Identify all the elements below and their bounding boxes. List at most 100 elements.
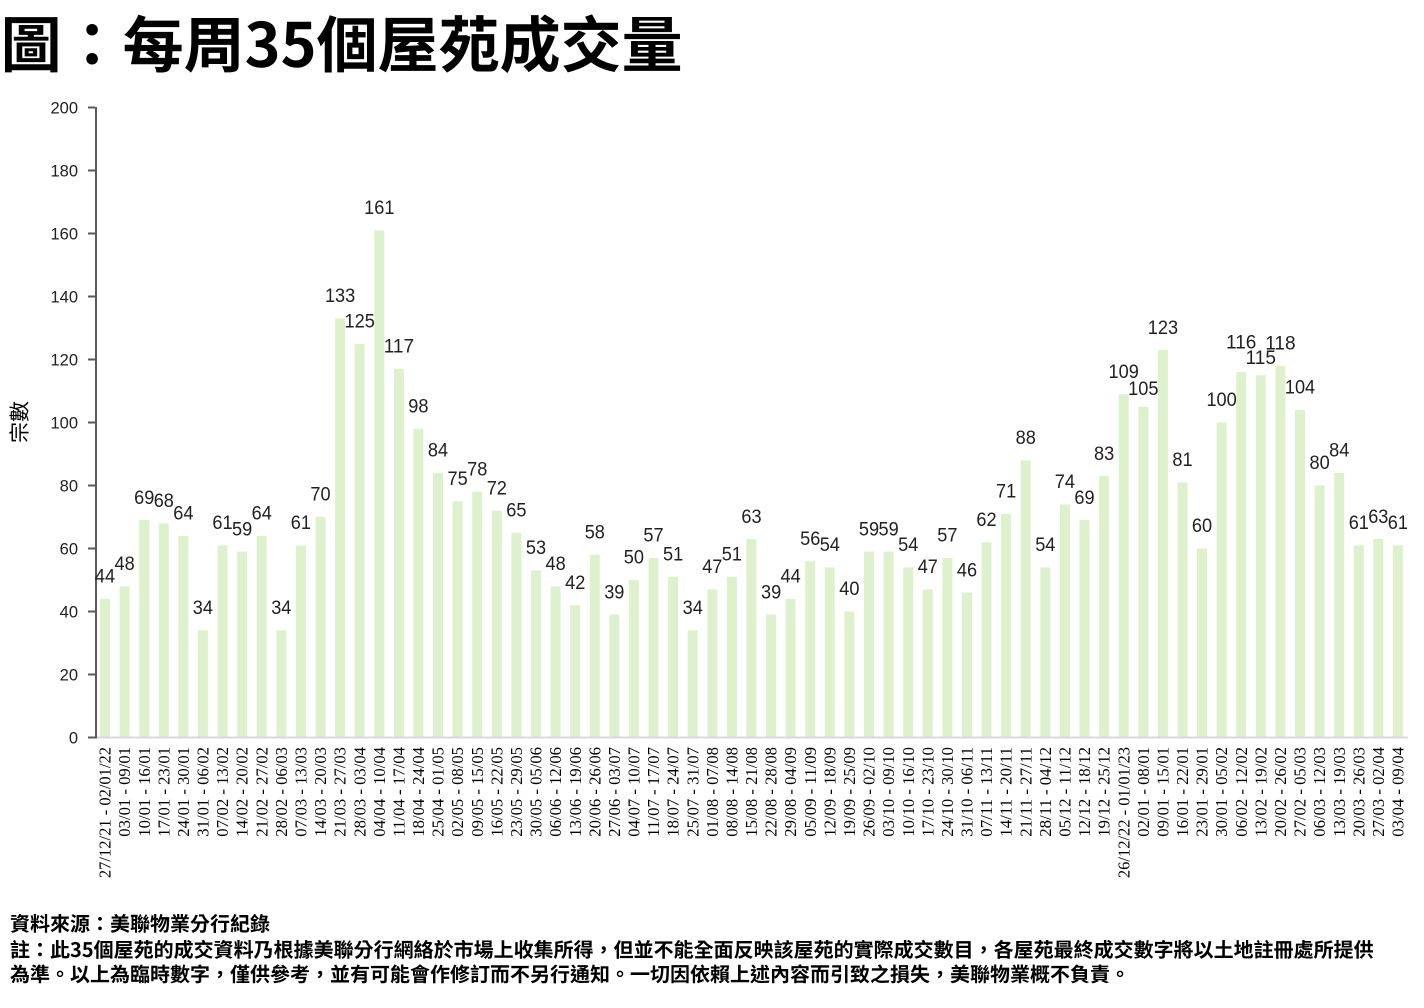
svg-text:61: 61 — [1388, 512, 1408, 534]
svg-text:09/05 - 15/05: 09/05 - 15/05 — [468, 747, 487, 837]
svg-text:18/07 - 24/07: 18/07 - 24/07 — [664, 747, 683, 837]
svg-text:10/01 - 16/01: 10/01 - 16/01 — [135, 747, 154, 837]
svg-text:40: 40 — [60, 604, 78, 622]
svg-text:75: 75 — [448, 468, 468, 490]
svg-text:06/02 - 12/02: 06/02 - 12/02 — [1232, 747, 1251, 837]
svg-text:161: 161 — [364, 197, 394, 219]
svg-text:24/01 - 30/01: 24/01 - 30/01 — [174, 747, 193, 837]
svg-text:72: 72 — [487, 477, 507, 499]
svg-text:34: 34 — [193, 597, 213, 619]
svg-text:12/12 - 18/12: 12/12 - 18/12 — [1075, 747, 1094, 837]
svg-text:01/08 - 07/08: 01/08 - 07/08 — [703, 747, 722, 837]
svg-text:44: 44 — [781, 566, 801, 588]
svg-text:51: 51 — [722, 544, 742, 566]
svg-text:48: 48 — [546, 553, 566, 575]
svg-text:57: 57 — [643, 525, 663, 547]
svg-text:18/04 - 24/04: 18/04 - 24/04 — [409, 747, 428, 837]
svg-text:27/03 - 02/04: 27/03 - 02/04 — [1369, 747, 1388, 837]
svg-text:74: 74 — [1055, 471, 1075, 493]
svg-text:140: 140 — [50, 289, 78, 307]
svg-text:26/12/22 - 01/01/23: 26/12/22 - 01/01/23 — [1114, 747, 1133, 878]
svg-text:21/02 - 27/02: 21/02 - 27/02 — [252, 747, 271, 837]
svg-text:07/02 - 13/02: 07/02 - 13/02 — [213, 747, 232, 837]
svg-text:14/02 - 20/02: 14/02 - 20/02 — [233, 747, 252, 837]
svg-text:57: 57 — [937, 525, 957, 547]
svg-text:105: 105 — [1128, 378, 1158, 400]
svg-text:39: 39 — [604, 581, 624, 603]
svg-text:61: 61 — [1349, 512, 1369, 534]
svg-text:68: 68 — [154, 490, 174, 512]
svg-text:48: 48 — [115, 553, 135, 575]
svg-text:83: 83 — [1094, 443, 1114, 465]
svg-text:118: 118 — [1265, 333, 1295, 355]
svg-text:23/01 - 29/01: 23/01 - 29/01 — [1193, 747, 1212, 837]
svg-text:109: 109 — [1109, 361, 1139, 383]
svg-text:133: 133 — [325, 285, 355, 307]
svg-text:28/02 - 06/03: 28/02 - 06/03 — [272, 747, 291, 837]
svg-text:64: 64 — [173, 503, 193, 525]
svg-text:54: 54 — [820, 534, 840, 556]
svg-text:46: 46 — [957, 559, 977, 581]
svg-text:19/12 - 25/12: 19/12 - 25/12 — [1095, 747, 1114, 837]
svg-text:08/08 - 14/08: 08/08 - 14/08 — [723, 747, 742, 837]
svg-text:20/03 - 26/03: 20/03 - 26/03 — [1349, 747, 1368, 837]
svg-text:22/08 - 28/08: 22/08 - 28/08 — [762, 747, 781, 837]
svg-text:50: 50 — [624, 547, 644, 569]
svg-text:06/06 - 12/06: 06/06 - 12/06 — [546, 747, 565, 837]
svg-text:69: 69 — [134, 487, 154, 509]
svg-text:100: 100 — [50, 415, 78, 433]
svg-text:104: 104 — [1285, 377, 1315, 399]
svg-text:03/10 - 09/10: 03/10 - 09/10 — [879, 747, 898, 837]
svg-text:80: 80 — [60, 478, 78, 496]
svg-text:03/01 - 09/01: 03/01 - 09/01 — [115, 747, 134, 837]
svg-text:78: 78 — [467, 459, 487, 481]
svg-text:65: 65 — [506, 500, 526, 522]
svg-text:21/03 - 27/03: 21/03 - 27/03 — [331, 747, 350, 837]
svg-text:200: 200 — [50, 100, 78, 118]
svg-text:56: 56 — [800, 528, 820, 550]
svg-text:54: 54 — [1035, 534, 1055, 556]
svg-text:27/02 - 05/03: 27/02 - 05/03 — [1291, 747, 1310, 837]
svg-text:11/04 - 17/04: 11/04 - 17/04 — [390, 747, 409, 837]
svg-text:15/08 - 21/08: 15/08 - 21/08 — [742, 747, 761, 837]
svg-text:10/10 - 16/10: 10/10 - 16/10 — [899, 747, 918, 837]
svg-text:16/01 - 22/01: 16/01 - 22/01 — [1173, 747, 1192, 837]
svg-text:180: 180 — [50, 163, 78, 181]
svg-text:98: 98 — [408, 396, 428, 418]
svg-text:116: 116 — [1226, 332, 1256, 354]
svg-text:30/01 - 05/02: 30/01 - 05/02 — [1212, 747, 1231, 837]
svg-text:160: 160 — [50, 226, 78, 244]
svg-text:63: 63 — [1368, 506, 1388, 528]
svg-text:125: 125 — [345, 310, 375, 332]
svg-text:59: 59 — [879, 518, 899, 540]
svg-text:53: 53 — [526, 537, 546, 559]
svg-text:14/11 - 20/11: 14/11 - 20/11 — [997, 747, 1016, 837]
svg-text:63: 63 — [741, 506, 761, 528]
svg-text:04/04 - 10/04: 04/04 - 10/04 — [370, 747, 389, 837]
svg-text:20: 20 — [60, 667, 78, 685]
svg-text:04/07 - 10/07: 04/07 - 10/07 — [625, 747, 644, 837]
svg-text:39: 39 — [761, 581, 781, 603]
svg-text:05/09 - 11/09: 05/09 - 11/09 — [801, 747, 820, 837]
svg-text:24/10 - 30/10: 24/10 - 30/10 — [938, 747, 957, 837]
svg-text:27/12/21 - 02/01/22: 27/12/21 - 02/01/22 — [96, 747, 115, 878]
svg-text:09/01 - 15/01: 09/01 - 15/01 — [1154, 747, 1173, 837]
svg-text:17/01 - 23/01: 17/01 - 23/01 — [154, 747, 173, 837]
svg-text:34: 34 — [683, 597, 703, 619]
svg-text:17/10 - 23/10: 17/10 - 23/10 — [918, 747, 937, 837]
svg-text:120: 120 — [50, 352, 78, 370]
svg-text:13/06 - 19/06: 13/06 - 19/06 — [566, 747, 585, 837]
svg-text:31/01 - 06/02: 31/01 - 06/02 — [194, 747, 213, 837]
svg-text:34: 34 — [271, 597, 291, 619]
svg-text:88: 88 — [1016, 427, 1036, 449]
svg-text:80: 80 — [1310, 452, 1330, 474]
svg-text:0: 0 — [69, 730, 78, 748]
svg-text:117: 117 — [384, 336, 414, 358]
svg-text:58: 58 — [585, 522, 605, 544]
svg-text:60: 60 — [60, 541, 78, 559]
svg-text:62: 62 — [976, 509, 996, 531]
svg-text:61: 61 — [291, 512, 311, 534]
svg-text:19/09 - 25/09: 19/09 - 25/09 — [840, 747, 859, 837]
svg-text:25/04 - 01/05: 25/04 - 01/05 — [429, 747, 448, 837]
svg-text:47: 47 — [702, 556, 722, 578]
